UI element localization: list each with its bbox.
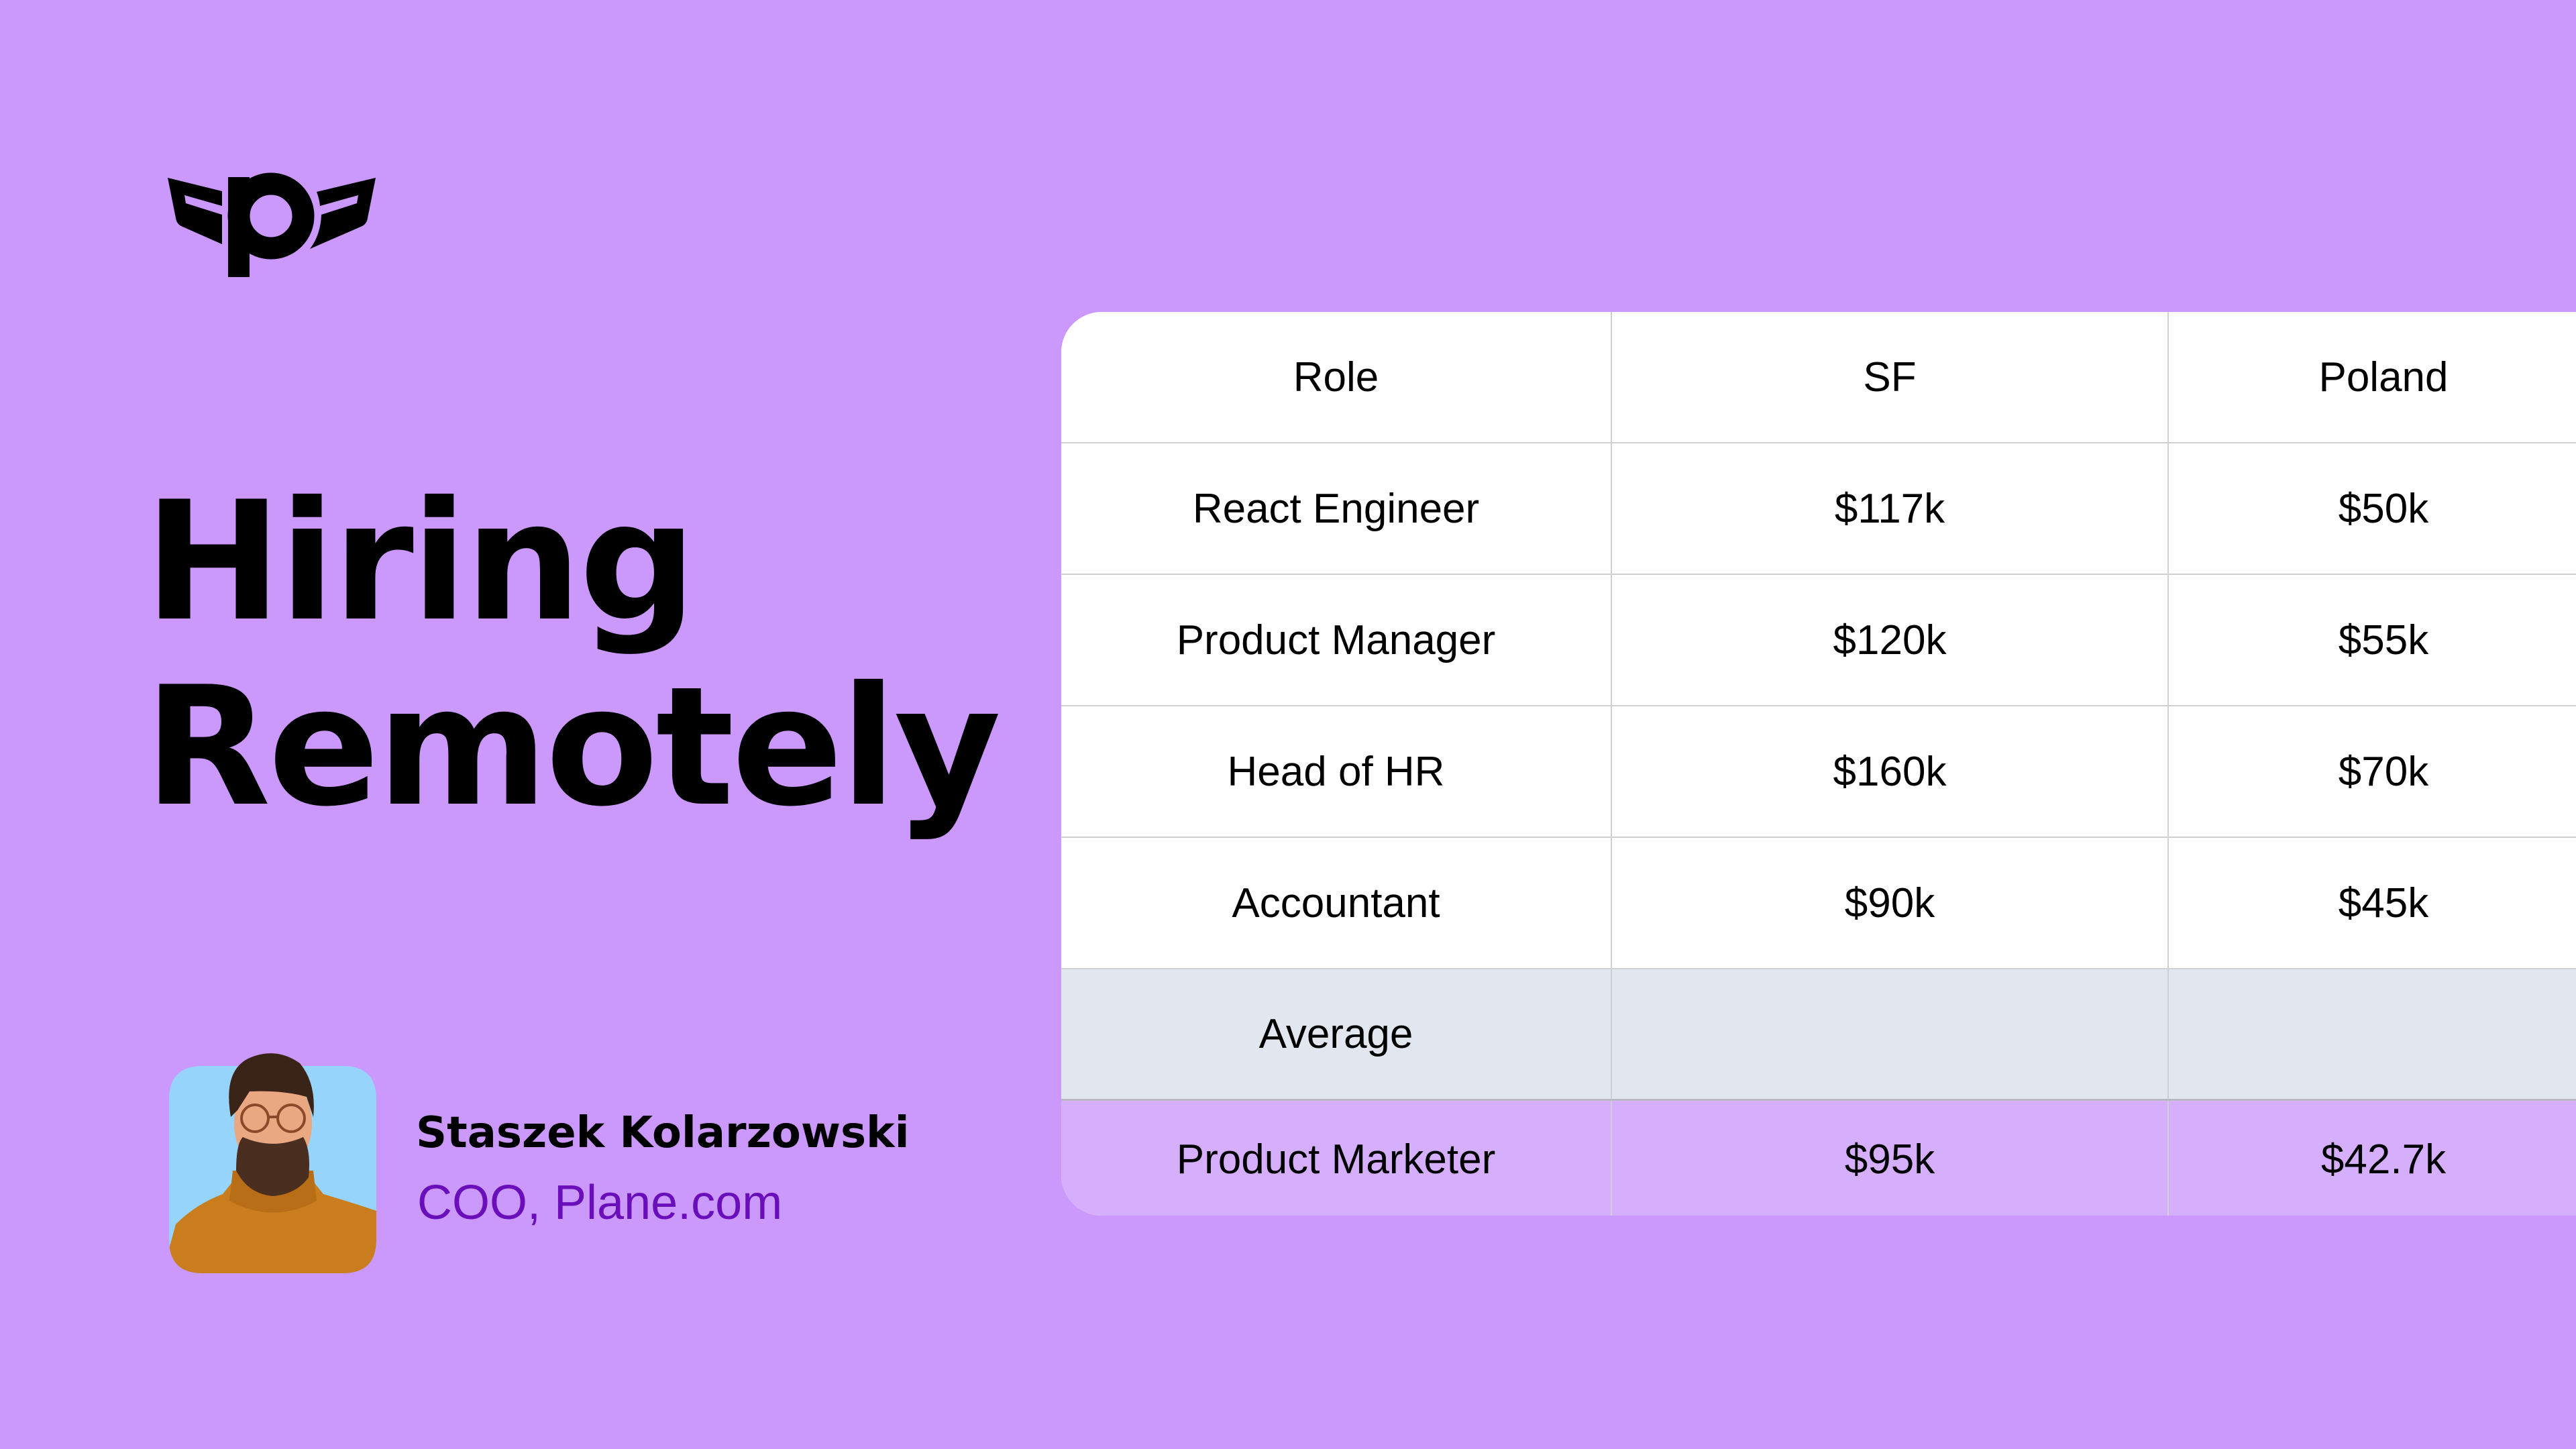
avatar (169, 1043, 376, 1273)
highlight-row: Product Marketer $95k $42.7k (1061, 1101, 2576, 1216)
highlight-sf: $95k (1612, 1101, 2169, 1216)
cell-role: React Engineer (1061, 443, 1612, 574)
cell-poland: $70k (2169, 706, 2576, 837)
headline: Hiring Remotely (144, 466, 1001, 843)
author-role: COO, Plane.com (417, 1176, 783, 1230)
table-header-row: Role SF Poland (1061, 312, 2576, 443)
headline-line1: Hiring (144, 466, 697, 657)
cell-role: Product Manager (1061, 575, 1612, 705)
cell-poland-value: $70k (2338, 748, 2429, 795)
headline-line2: Remotely (144, 651, 1001, 843)
highlight-poland: $42.7k (2169, 1101, 2576, 1216)
highlight-role: Product Marketer (1061, 1101, 1612, 1216)
plane-logo-icon (168, 172, 376, 277)
portrait-photo-icon (169, 1053, 376, 1273)
cell-role: Head of HR (1061, 706, 1612, 837)
cell-poland-value: $50k (2338, 485, 2429, 532)
header-role: Role (1061, 312, 1612, 442)
table-row: React Engineer $117k $50k (1061, 443, 2576, 575)
cell-sf: $160k (1612, 706, 2169, 837)
cell-role: Accountant (1061, 838, 1612, 968)
cell-poland-value: $45k (2338, 879, 2429, 926)
cell-poland: $55k (2169, 575, 2576, 705)
salary-table: Role SF Poland React Engineer $117k $50k… (1061, 312, 2576, 1216)
cell-sf: $117k (1612, 443, 2169, 574)
cell-sf: $120k (1612, 575, 2169, 705)
header-poland-label: Poland (2318, 354, 2449, 400)
table-row: Accountant $90k $45k (1061, 838, 2576, 969)
cell-sf: $90k (1612, 838, 2169, 968)
header-sf: SF (1612, 312, 2169, 442)
average-label: Average (1061, 969, 1612, 1099)
highlight-poland-value: $42.7k (2320, 1136, 2447, 1183)
cell-poland-value: $55k (2338, 616, 2429, 663)
cell-poland: $45k (2169, 838, 2576, 968)
average-poland (2169, 969, 2576, 1099)
header-poland: Poland (2169, 312, 2576, 442)
author-name: Staszek Kolarzowski (416, 1108, 910, 1158)
table-row: Head of HR $160k $70k (1061, 706, 2576, 838)
table-row: Product Manager $120k $55k (1061, 575, 2576, 706)
average-row: Average (1061, 969, 2576, 1101)
cell-poland: $50k (2169, 443, 2576, 574)
average-sf (1612, 969, 2169, 1099)
